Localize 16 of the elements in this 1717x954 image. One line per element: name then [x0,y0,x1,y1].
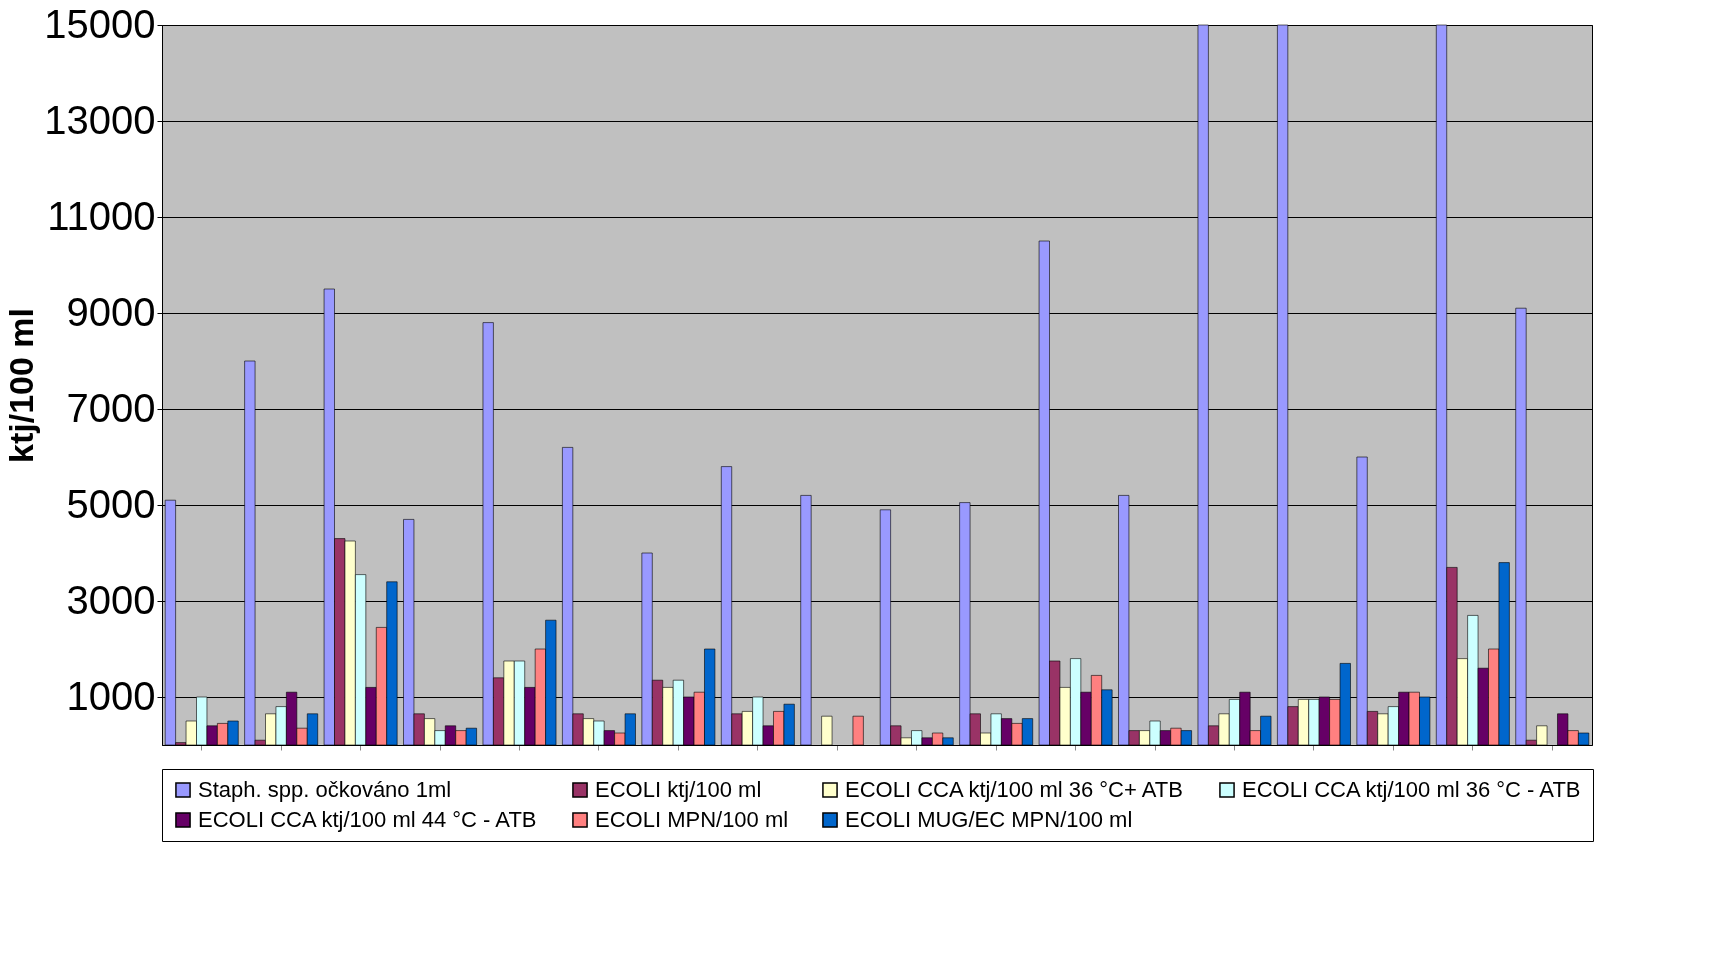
y-tick-label: 3000 [66,577,156,622]
legend-label: ECOLI MUG/EC MPN/100 ml [845,807,1133,832]
y-tick-label: 5000 [66,481,156,526]
legend-label: ECOLI CCA ktj/100 ml 36 °C+ ATB [845,777,1183,802]
y-tick-label: 1000 [66,673,156,718]
legend-label: ECOLI ktj/100 ml [595,777,762,802]
legend-label: ECOLI CCA ktj/100 ml 44 °C - ATB [198,807,537,832]
y-axis-title: ktj/100 ml [2,308,41,463]
y-tick-label: 9000 [66,289,156,334]
legend-label: ECOLI MPN/100 ml [595,807,789,832]
legend-label: ECOLI CCA ktj/100 ml 36 °C - ATB [1242,777,1581,802]
y-tick-label: 11000 [47,193,156,238]
y-tick-label: 13000 [44,97,156,142]
legend-label: Staph. spp. očkováno 1ml [198,777,452,802]
y-tick-label: 7000 [66,385,156,430]
y-tick-label: 15000 [44,1,156,46]
